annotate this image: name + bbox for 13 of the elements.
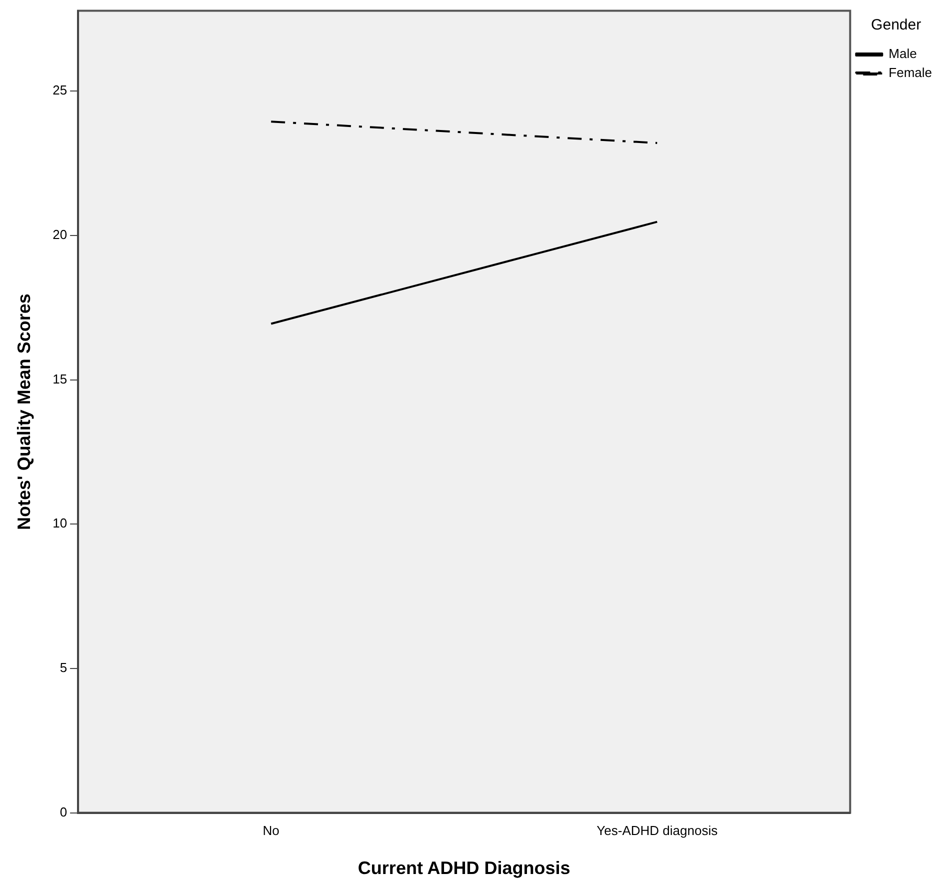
legend-label: Female xyxy=(888,65,932,80)
y-tick-label: 0 xyxy=(60,804,68,820)
y-tick-label: 5 xyxy=(60,660,68,676)
x-axis-title: Current ADHD Diagnosis xyxy=(358,858,570,878)
legend-title: Gender xyxy=(871,16,922,34)
x-tick-label: Yes-ADHD diagnosis xyxy=(596,823,718,838)
y-axis-title: Notes' Quality Mean Scores xyxy=(14,294,34,530)
y-tick-label: 15 xyxy=(52,371,68,386)
y-tick-label: 25 xyxy=(52,82,68,98)
x-tick-label: No xyxy=(262,823,280,838)
y-tick-label: 20 xyxy=(52,226,68,242)
y-tick-label: 10 xyxy=(52,516,68,531)
legend-label: Male xyxy=(888,46,917,62)
